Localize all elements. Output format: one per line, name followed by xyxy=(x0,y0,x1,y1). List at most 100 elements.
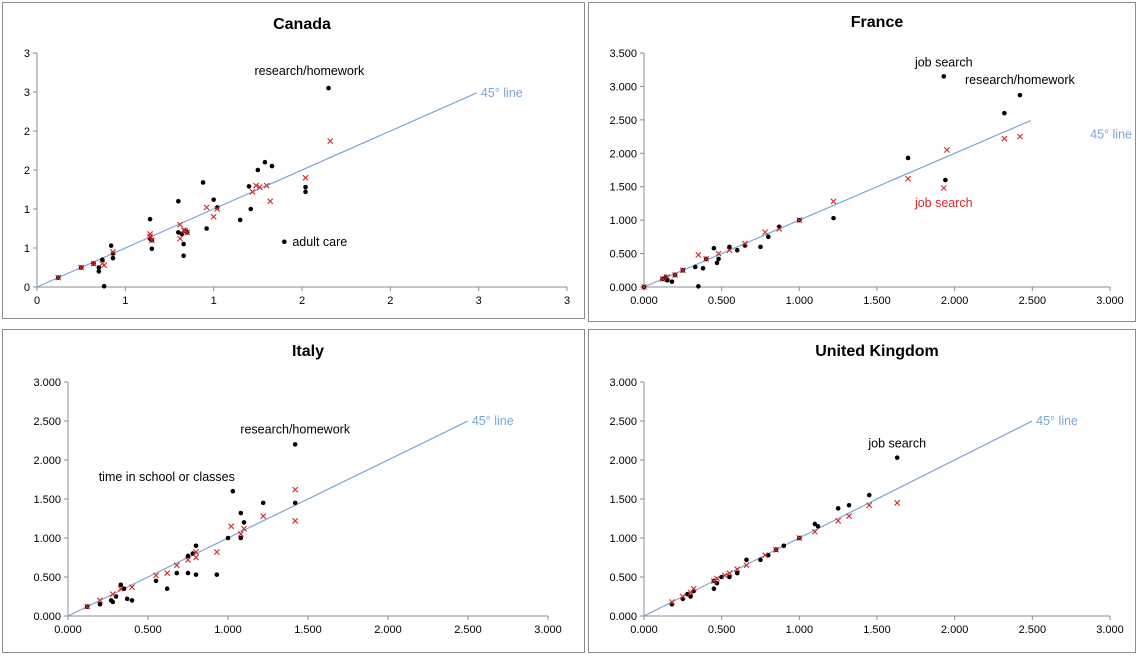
data-point-cross xyxy=(734,566,741,573)
data-point-cross xyxy=(228,523,235,530)
x-tick-label: 0.500 xyxy=(708,295,736,307)
data-point-dot xyxy=(185,570,191,576)
y-tick-label: 2.000 xyxy=(33,455,61,467)
reference-line-45deg xyxy=(67,420,469,617)
data-point-dot xyxy=(153,578,159,584)
y-tick-label: 1.000 xyxy=(609,533,637,545)
data-point-dot xyxy=(181,241,186,247)
data-point-dot xyxy=(113,594,119,599)
data-point-dot xyxy=(831,215,836,221)
x-tick-label: 1.500 xyxy=(294,624,322,636)
data-point-cross xyxy=(210,213,217,220)
data-point-dot xyxy=(866,492,872,498)
data-point-cross xyxy=(664,273,671,280)
y-tick-label: 1.500 xyxy=(609,182,637,194)
data-point-dot xyxy=(781,543,787,549)
chart-canvas-italy: Italy 0.000 0.500 1.000 1.500 2.000 2.500 3.000… xyxy=(33,343,562,636)
data-point-dot xyxy=(688,594,693,599)
reference-line-label: 45° line xyxy=(1090,128,1132,142)
data-point-dot xyxy=(204,226,209,231)
reference-line-45deg xyxy=(36,92,478,288)
annotation-label: job search xyxy=(867,437,926,451)
x-tick-label: 2.500 xyxy=(1019,624,1047,636)
x-tick-label: 1.500 xyxy=(863,295,891,307)
data-point-dot xyxy=(108,243,114,248)
data-point-cross xyxy=(78,264,85,271)
data-point-cross xyxy=(147,233,154,240)
annotation-label: research/homework xyxy=(240,422,351,436)
data-point-cross xyxy=(943,146,950,153)
data-point-dot xyxy=(97,602,103,607)
reference-line-45deg xyxy=(643,119,1032,288)
data-point-cross xyxy=(237,531,244,538)
data-point-cross xyxy=(109,591,116,598)
data-point-cross xyxy=(327,138,334,145)
data-point-cross xyxy=(741,240,748,247)
x-tick-label: 1.000 xyxy=(786,624,814,636)
y-tick-label: 3 xyxy=(24,48,30,60)
data-point-cross xyxy=(726,247,733,254)
data-point-cross xyxy=(796,217,803,224)
data-point-dot xyxy=(292,442,298,447)
data-point-dot xyxy=(941,74,947,79)
chart-panel-italy: Italy 0.000 0.500 1.000 1.500 2.000 2.500 3.000… xyxy=(2,329,585,653)
x-tick-label: 0.000 xyxy=(54,624,82,636)
data-point-cross xyxy=(148,237,155,244)
data-point-dot xyxy=(176,230,181,235)
data-point-cross xyxy=(894,499,901,506)
data-point-cross xyxy=(721,572,728,579)
data-point-dot xyxy=(238,535,244,541)
data-point-dot xyxy=(225,535,231,541)
data-point-dot xyxy=(905,155,911,161)
data-point-cross xyxy=(129,584,135,591)
data-point-cross xyxy=(796,535,803,541)
data-point-dot xyxy=(727,574,732,580)
data-point-dot xyxy=(124,596,130,602)
y-tick-label: 2 xyxy=(24,165,30,177)
y-tick-label: 3 xyxy=(24,87,30,99)
x-tick-label: 3 xyxy=(564,295,570,307)
data-point-dot xyxy=(176,198,181,204)
y-tick-label: 3.000 xyxy=(609,81,637,93)
y-tick-label: 2 xyxy=(24,126,30,138)
data-point-dot xyxy=(758,557,763,563)
data-point-cross xyxy=(263,182,270,189)
chart-panel-canada: Canada 0 1 1 2 2 3 3 0 1 1 2 2 3 3 45° line research/hom… xyxy=(2,2,585,319)
data-point-dot xyxy=(835,506,841,511)
data-point-cross xyxy=(147,230,154,237)
annotation-label: job search xyxy=(914,196,973,210)
data-point-dot xyxy=(101,283,107,289)
annotation-label: adult care xyxy=(292,235,347,249)
data-point-cross xyxy=(193,549,199,556)
data-point-dot xyxy=(121,586,127,591)
data-point-cross xyxy=(97,597,103,604)
reference-line-label: 45° line xyxy=(1036,414,1078,428)
data-point-dot xyxy=(711,586,717,591)
data-point-cross xyxy=(679,267,686,274)
data-point-cross xyxy=(214,206,221,212)
data-point-cross xyxy=(679,593,686,600)
reference-line-45deg xyxy=(643,420,1033,617)
x-tick-label: 3 xyxy=(476,295,482,307)
annotation-label: research/homework xyxy=(255,64,366,78)
x-tick-label: 3.000 xyxy=(1096,295,1124,307)
chart-title: France xyxy=(851,14,904,31)
data-point-cross xyxy=(164,570,171,577)
data-point-cross xyxy=(762,552,769,559)
x-tick-label: 3.000 xyxy=(1096,624,1124,636)
reference-line-label: 45° line xyxy=(472,414,514,428)
data-point-dot xyxy=(894,455,900,460)
x-tick-label: 3.000 xyxy=(534,624,562,636)
data-point-cross xyxy=(292,517,299,524)
data-point-dot xyxy=(269,163,275,169)
data-point-dot xyxy=(292,500,298,506)
data-point-cross xyxy=(180,227,187,234)
data-point-cross xyxy=(835,517,842,524)
x-tick-label: 1.000 xyxy=(786,295,814,307)
x-tick-label: 0.000 xyxy=(630,624,658,636)
data-point-cross xyxy=(715,250,722,257)
x-tick-label: 1 xyxy=(211,295,217,307)
data-point-cross xyxy=(762,229,769,236)
data-point-dot xyxy=(716,256,721,262)
data-point-cross xyxy=(267,198,274,205)
